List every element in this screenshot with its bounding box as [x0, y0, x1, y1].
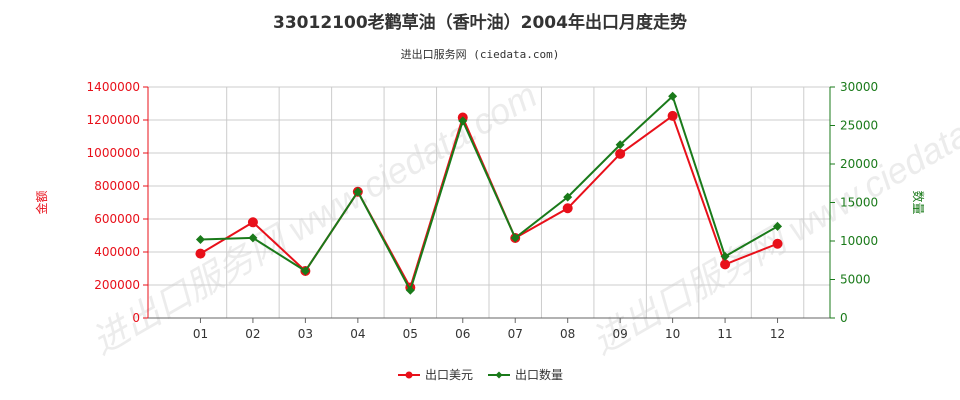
x-tick-label: 05 — [403, 327, 418, 341]
data-point-value — [562, 203, 573, 214]
legend-marker — [405, 371, 413, 379]
data-point-value — [615, 148, 626, 159]
x-tick-label: 09 — [613, 327, 628, 341]
data-point-quantity — [510, 233, 520, 243]
data-point-quantity — [615, 140, 625, 150]
legend-label: 出口美元 — [425, 368, 473, 382]
data-point-quantity — [668, 91, 678, 101]
series-line-quantity — [200, 94, 779, 293]
x-tick-label: 10 — [665, 327, 680, 341]
y-right-axis-label: 数量 — [911, 190, 926, 214]
y-left-tick-label: 0 — [132, 311, 140, 325]
y-left-tick-label: 1000000 — [87, 146, 140, 160]
x-tick-label: 02 — [245, 327, 260, 341]
y-left-tick-label: 800000 — [94, 179, 140, 193]
x-tick-label: 04 — [350, 327, 365, 341]
x-tick-label: 03 — [298, 327, 313, 341]
y-left-tick-label: 1200000 — [87, 113, 140, 127]
data-point-value — [720, 259, 731, 270]
y-right-tick-label: 15000 — [840, 196, 878, 210]
data-point-quantity — [563, 192, 573, 202]
data-point-quantity — [195, 234, 205, 244]
y-left-tick-label: 200000 — [94, 278, 140, 292]
x-tick-label: 07 — [508, 327, 523, 341]
data-point-value — [772, 238, 783, 249]
chart-title: 33012100老鹳草油（香叶油）2004年出口月度走势 — [273, 13, 687, 33]
data-point-value — [667, 110, 678, 121]
x-tick-label: 12 — [770, 327, 785, 341]
x-tick-label: 06 — [455, 327, 470, 341]
y-right-tick-label: 0 — [840, 311, 848, 325]
y-right-tick-label: 20000 — [840, 157, 878, 171]
data-point-value — [195, 248, 206, 259]
y-right-tick-label: 30000 — [840, 80, 878, 94]
y-left-tick-label: 600000 — [94, 212, 140, 226]
y-left-axis-label: 金额 — [34, 190, 49, 214]
y-right-tick-label: 25000 — [840, 119, 878, 133]
data-point-quantity — [353, 187, 363, 197]
data-point-quantity — [248, 233, 258, 243]
y-right-tick-label: 5000 — [840, 273, 871, 287]
x-tick-label: 01 — [193, 327, 208, 341]
chart-subtitle: 进出口服务网 (ciedata.com) — [400, 48, 560, 61]
data-point-quantity — [300, 266, 310, 276]
data-point-quantity — [458, 116, 468, 126]
x-tick-label: 11 — [717, 327, 732, 341]
y-right-tick-label: 10000 — [840, 234, 878, 248]
data-point-value — [247, 217, 258, 228]
data-point-quantity — [720, 251, 730, 261]
x-tick-label: 08 — [560, 327, 575, 341]
y-left-tick-label: 400000 — [94, 245, 140, 259]
legend-label: 出口数量 — [515, 367, 563, 382]
legend-marker — [495, 371, 503, 379]
data-point-quantity — [405, 285, 415, 295]
data-point-quantity — [773, 221, 783, 231]
y-left-tick-label: 1400000 — [87, 80, 140, 94]
